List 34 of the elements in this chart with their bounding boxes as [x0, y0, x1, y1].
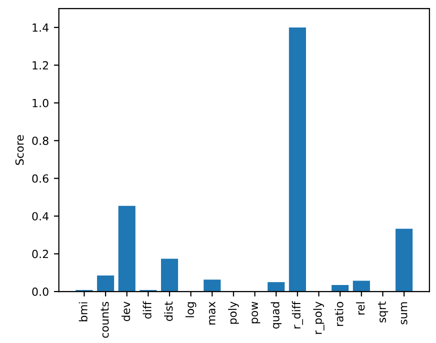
- x-tick-label: rel: [356, 302, 365, 315]
- x-tick-label: r_poly: [313, 302, 324, 334]
- y-axis-title: Score: [15, 135, 24, 165]
- x-tick-label: sqrt: [378, 302, 388, 322]
- x-tick-label: dist: [164, 302, 173, 321]
- bar: [352, 280, 370, 292]
- y-tick-label: 0.6: [32, 174, 48, 183]
- x-tick-label: bmi: [78, 302, 88, 322]
- y-tick-label: 0.4: [32, 212, 49, 220]
- x-tick-label: sum: [400, 302, 408, 324]
- x-tick-label: r_diff: [292, 301, 303, 328]
- y-tick-label: 1.2: [32, 61, 48, 70]
- y-tick-label: 1.4: [32, 24, 49, 32]
- bar: [204, 280, 221, 292]
- x-tick-label: counts: [100, 302, 109, 338]
- bar: [288, 27, 306, 292]
- y-tick-label: 0.0: [32, 288, 48, 296]
- x-tick-label: log: [185, 302, 196, 318]
- x-tick-label: quad: [270, 302, 282, 329]
- x-tick-label: poly: [228, 302, 239, 324]
- y-tick-label: 0.2: [32, 250, 48, 258]
- bar: [97, 276, 114, 292]
- x-tick-label: ratio: [334, 302, 344, 326]
- bar: [268, 282, 285, 292]
- bar: [332, 284, 349, 292]
- x-tick-label: pow: [252, 302, 260, 324]
- x-tick-label: dev: [122, 302, 130, 322]
- bar: [118, 206, 136, 292]
- bar: [161, 258, 178, 292]
- y-tick-label: 1.0: [32, 98, 48, 108]
- bar: [396, 228, 413, 292]
- x-tick-label: max: [209, 302, 216, 324]
- x-tick-label: diff: [142, 301, 152, 319]
- y-tick-label: 0.8: [32, 136, 48, 146]
